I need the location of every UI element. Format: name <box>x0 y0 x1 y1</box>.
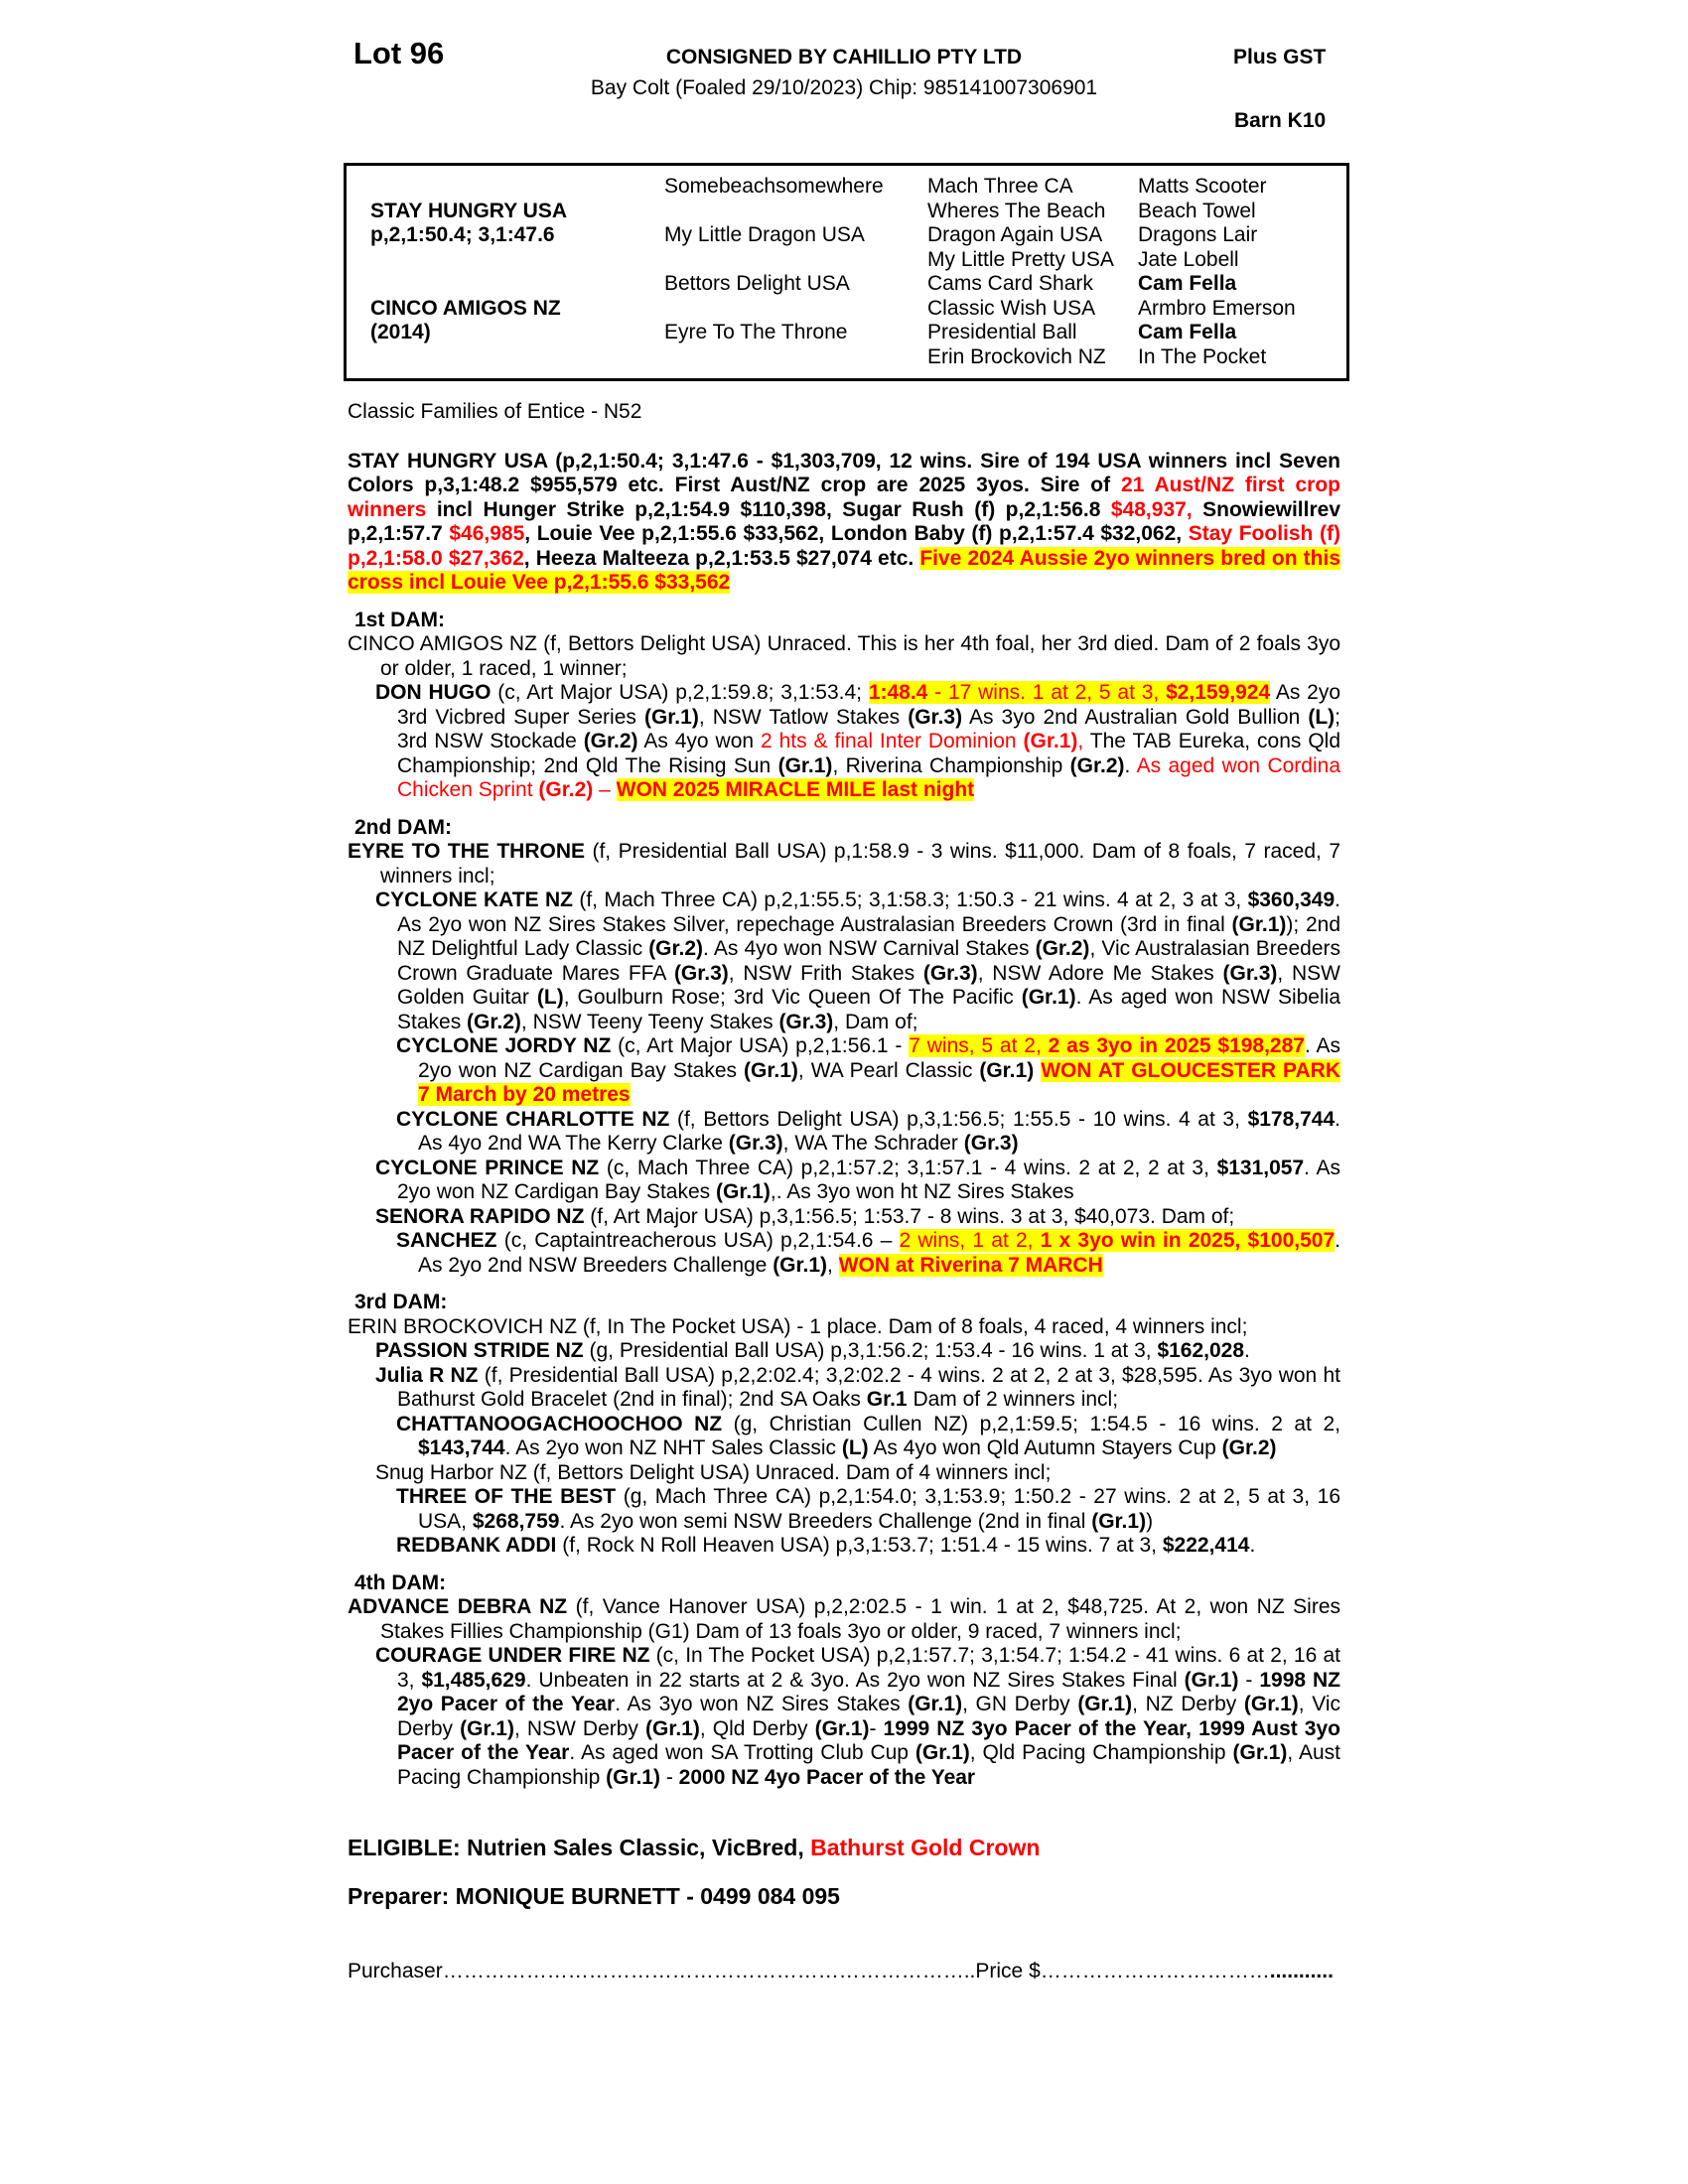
pedigree-cell: Bettors Delight USA <box>664 272 850 295</box>
eligibility-line: ELIGIBLE: Nutrien Sales Classic, VicBred… <box>348 1835 1041 1860</box>
para-senora-rapido: SENORA RAPIDO NZ (f, Art Major USA) p,3,… <box>375 1204 1235 1228</box>
para-sanchez: SANCHEZ (c, Captaintreacherous USA) p,2,… <box>396 1229 1340 1277</box>
para-chattanoogachoochoo: CHATTANOOGACHOOCHOO NZ (g, Christian Cul… <box>396 1412 1340 1460</box>
para-cyclone-kate: CYCLONE KATE NZ (f, Mach Three CA) p,2,1… <box>375 888 1340 1033</box>
pedigree-cell: My Little Dragon USA <box>664 223 865 246</box>
pedigree-cell: Jate Lobell <box>1138 247 1239 271</box>
preparer-line: Preparer: MONIQUE BURNETT - 0499 084 095 <box>348 1882 840 1909</box>
pedigree-cell: Dragons Lair <box>1138 223 1258 246</box>
para-don-hugo: DON HUGO (c, Art Major USA) p,2,1:59.8; … <box>375 681 1341 801</box>
family-line: Classic Families of Entice - N52 <box>348 400 642 423</box>
pedigree-cell: Cam Fella <box>1138 272 1237 295</box>
dam4-heading: 4th DAM: <box>354 1570 447 1594</box>
gst-note: Plus GST <box>1233 46 1327 68</box>
page-content: Lot 96 CONSIGNED BY CAHILLIO PTY LTD Bay… <box>344 36 1349 1984</box>
para-snug-harbor: Snug Harbor NZ (f, Bettors Delight USA) … <box>375 1460 1052 1484</box>
pedigree-cell: Mach Three CA <box>927 175 1073 198</box>
pedigree-cell: CINCO AMIGOS NZ <box>370 296 561 320</box>
para-redbank-addi: REDBANK ADDI (f, Rock N Roll Heaven USA)… <box>396 1534 1256 1557</box>
para-passion-stride: PASSION STRIDE NZ (g, Presidential Ball … <box>375 1339 1250 1362</box>
pedigree-cell: Dragon Again USA <box>927 223 1103 246</box>
purchaser-price-line: Purchaser…………………………………………………………………..Pric… <box>348 1960 1334 1982</box>
pedigree-cell: STAY HUNGRY USA <box>370 199 567 222</box>
pedigree-cell: Cam Fella <box>1138 321 1237 343</box>
dam2-heading: 2nd DAM: <box>354 815 452 839</box>
para-courage-under-fire: COURAGE UNDER FIRE NZ (c, In The Pocket … <box>375 1644 1341 1789</box>
para-erin-brockovich: ERIN BROCKOVICH NZ (f, In The Pocket USA… <box>348 1314 1248 1338</box>
pedigree-cell: Armbro Emerson <box>1138 296 1296 320</box>
pedigree-cell: In The Pocket <box>1138 344 1267 368</box>
dam3-heading: 3rd DAM: <box>354 1291 448 1313</box>
pedigree-cell: My Little Pretty USA <box>927 247 1114 271</box>
para-cyclone-charlotte: CYCLONE CHARLOTTE NZ (f, Bettors Delight… <box>396 1107 1340 1156</box>
pedigree-cell: Classic Wish USA <box>927 296 1096 320</box>
consignor-line: CONSIGNED BY CAHILLIO PTY LTD <box>665 46 1023 68</box>
pedigree-cell: (2014) <box>370 321 431 343</box>
para-advance-debra: ADVANCE DEBRA NZ (f, Vance Hanover USA) … <box>348 1595 1340 1643</box>
pedigree-cell: p,2,1:50.4; 3,1:47.6 <box>370 223 555 246</box>
pedigree-cell: Erin Brockovich NZ <box>927 344 1106 368</box>
pedigree-cell: Somebeachsomewhere <box>664 175 884 198</box>
para-cyclone-jordy: CYCLONE JORDY NZ (c, Art Major USA) p,2,… <box>396 1034 1340 1106</box>
page-header: Lot 96 CONSIGNED BY CAHILLIO PTY LTD Bay… <box>348 36 1340 163</box>
barn-number: Barn K10 <box>1234 109 1327 132</box>
foal-info-line: Bay Colt (Foaled 29/10/2023) Chip: 98514… <box>590 76 1098 99</box>
pedigree-cell: Cams Card Shark <box>927 272 1093 295</box>
para-eyre-to-the-throne: EYRE TO THE THRONE (f, Presidential Ball… <box>348 840 1340 887</box>
sire-paragraph: STAY HUNGRY USA (p,2,1:50.4; 3,1:47.6 - … <box>348 449 1341 594</box>
dam1-heading: 1st DAM: <box>354 608 446 631</box>
pedigree-cell: Beach Towel <box>1138 199 1256 222</box>
pedigree-cell: Eyre To The Throne <box>664 321 848 343</box>
para-cyclone-prince: CYCLONE PRINCE NZ (c, Mach Three CA) p,2… <box>375 1156 1340 1204</box>
para-three-of-the-best: THREE OF THE BEST (g, Mach Three CA) p,2… <box>396 1485 1340 1533</box>
para-julia-r: Julia R NZ (f, Presidential Ball USA) p,… <box>375 1363 1340 1412</box>
pedigree-table: Somebeachsomewhere Mach Three CA Matts Sco… <box>344 163 1349 381</box>
para-cinco-amigos: CINCO AMIGOS NZ (f, Bettors Delight USA)… <box>348 632 1340 680</box>
pedigree-cell: Wheres The Beach <box>927 199 1106 222</box>
lot-number: Lot 96 <box>353 36 445 70</box>
pedigree-cell: Presidential Ball <box>927 321 1077 343</box>
pedigree-cell: Matts Scooter <box>1138 175 1267 198</box>
